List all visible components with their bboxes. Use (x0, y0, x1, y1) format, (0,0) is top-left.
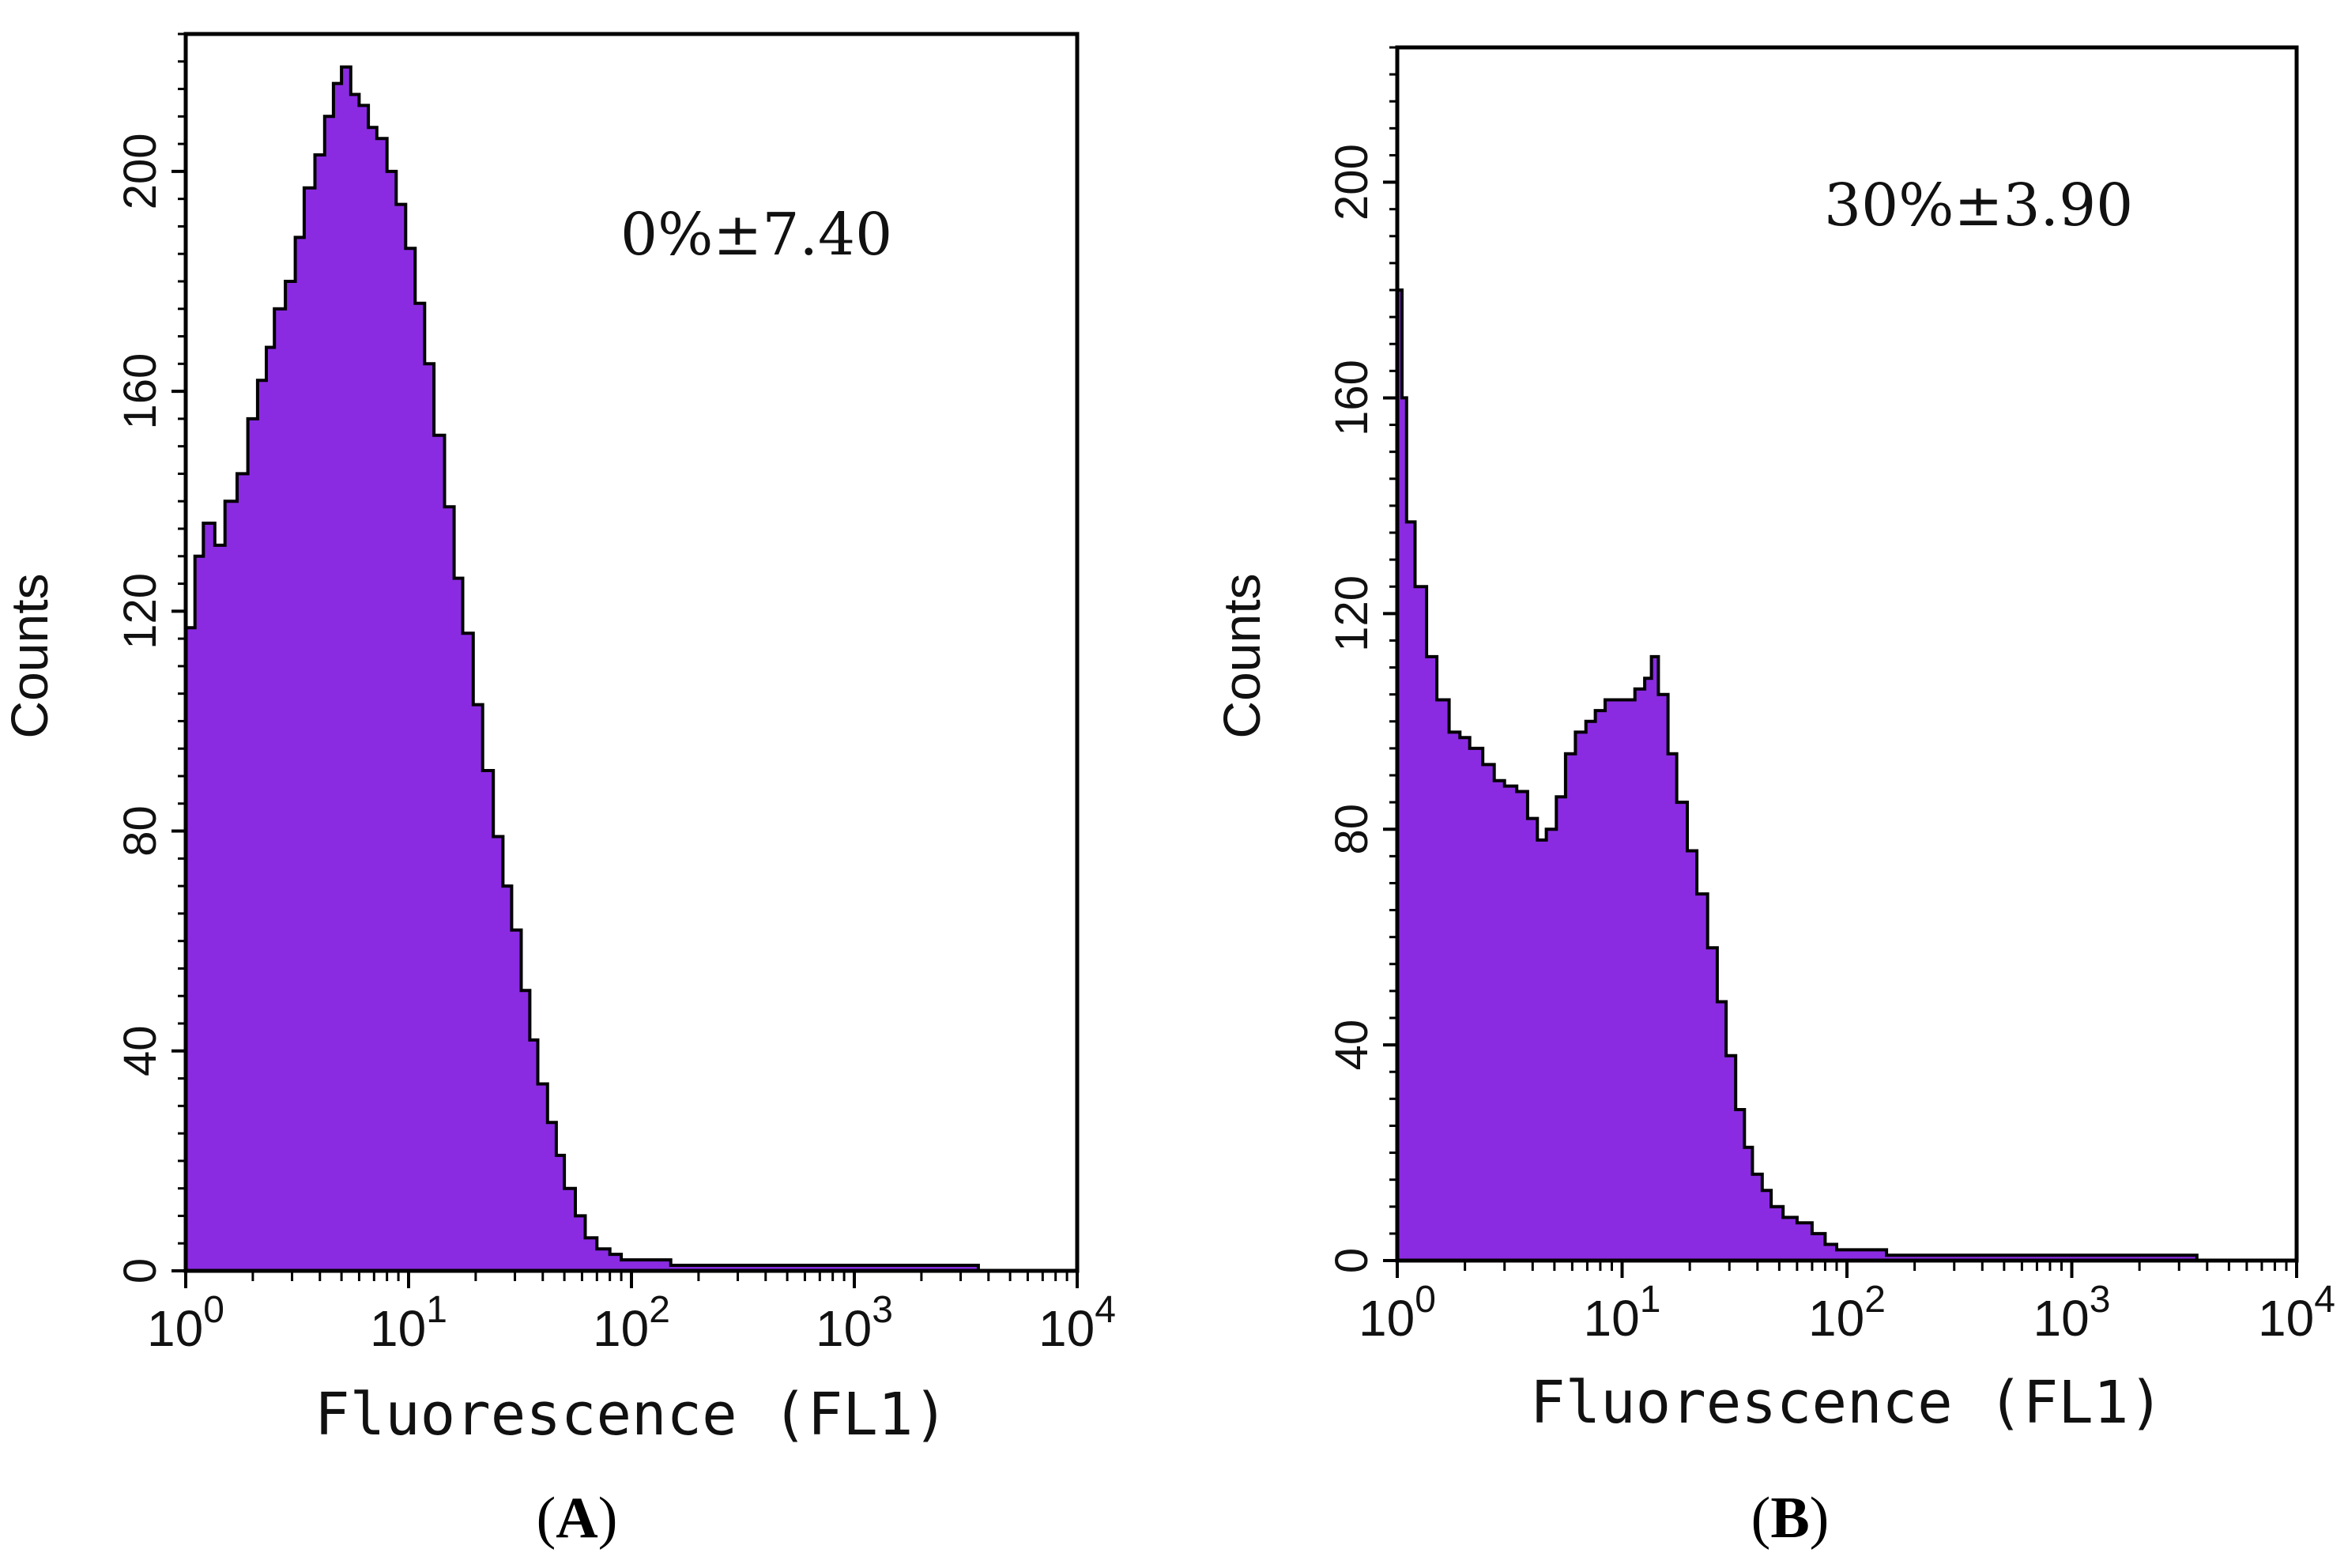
x-tick-label: 104 (1038, 1289, 1116, 1357)
y-tick-label: 160 (1326, 360, 1378, 436)
y-tick-label: 200 (115, 133, 166, 209)
x-tick-label: 102 (1808, 1279, 1886, 1347)
x-tick-label: 100 (147, 1289, 224, 1357)
y-tick-label: 0 (1326, 1248, 1378, 1273)
x-tick-label: 102 (593, 1289, 670, 1357)
y-tick-label: 0 (115, 1258, 166, 1283)
y-tick-label: 80 (115, 805, 166, 857)
y-tick-label: 80 (1326, 804, 1378, 855)
x-axis-title: Fluorescence (FL1) (315, 1381, 948, 1449)
percentage-annotation: 30%±3.90 (1824, 172, 2133, 239)
y-tick-label: 120 (115, 573, 166, 650)
histogram-edge-a-0 (186, 65, 980, 1271)
x-tick-label: 101 (370, 1289, 447, 1357)
y-tick-label: 160 (115, 353, 166, 430)
panel-label: (A) (537, 1486, 618, 1551)
x-tick-label: 101 (1584, 1279, 1661, 1347)
histogram-edge-b-0 (1397, 288, 2199, 1261)
x-axis-title: Fluorescence (FL1) (1530, 1369, 2164, 1437)
histogram-area-b-0 (1397, 290, 2197, 1261)
y-tick-label: 120 (1326, 575, 1378, 652)
panel-label: (B) (1751, 1486, 1830, 1551)
y-tick-label: 40 (115, 1026, 166, 1077)
percentage-annotation: 0%±7.40 (620, 201, 892, 269)
y-axis-title: Counts (0, 573, 58, 738)
histogram-area-a-0 (186, 66, 978, 1272)
x-tick-label: 100 (1359, 1279, 1436, 1347)
panel-b-chart: 0 40 80 120 160 200 100 101 102 103 104 Counts Fluor… (1212, 45, 2335, 1551)
x-tick-label: 103 (816, 1289, 893, 1357)
panel-a-chart: 0 40 80 120 160 200 100 101 102 103 104 Counts Fluor… (0, 32, 1116, 1551)
y-axis-title: Counts (1212, 573, 1271, 738)
x-tick-label: 104 (2258, 1279, 2335, 1347)
y-tick-label: 40 (1326, 1020, 1378, 1071)
x-tick-label: 103 (2033, 1279, 2111, 1347)
y-tick-label: 200 (1326, 144, 1378, 220)
